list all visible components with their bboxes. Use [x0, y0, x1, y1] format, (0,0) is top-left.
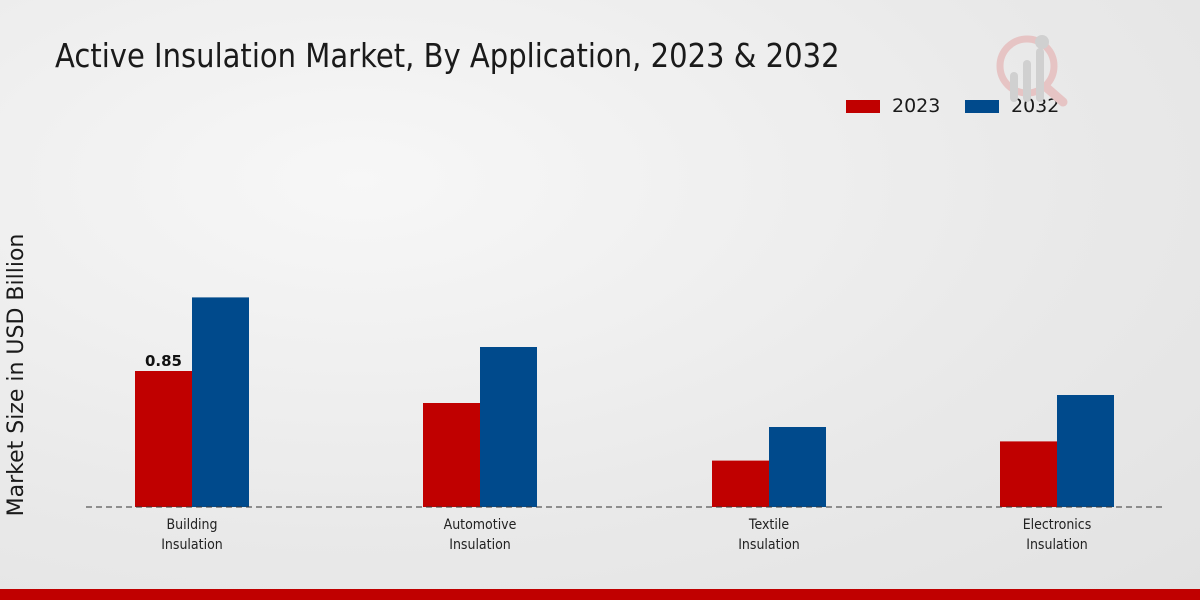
x-tick-label: Insulation [449, 537, 511, 553]
x-tick-label: Textile [748, 517, 789, 533]
legend-item-2032: 2032 [965, 95, 1059, 117]
bar-2032-2 [769, 427, 826, 507]
x-tick-label: Insulation [161, 537, 223, 553]
bar-2032-3 [1057, 395, 1114, 507]
bar-2023-0 [135, 371, 192, 507]
legend-label-2023: 2023 [892, 95, 941, 117]
x-tick-label: Automotive [444, 517, 517, 533]
chart-title: Active Insulation Market, By Application… [55, 36, 840, 75]
x-tick-label: Insulation [1026, 537, 1088, 553]
x-tick-label: Insulation [738, 537, 800, 553]
legend-swatch-2023 [846, 99, 880, 113]
legend-swatch-2032 [965, 99, 999, 113]
bar-2023-3 [1000, 441, 1057, 507]
data-label: 0.85 [145, 352, 182, 370]
legend-label-2032: 2032 [1011, 95, 1060, 117]
x-tick-label: Electronics [1023, 517, 1092, 533]
footer-bar [0, 589, 1200, 600]
bar-2032-1 [480, 347, 537, 507]
bar-2023-2 [712, 460, 769, 507]
legend-item-2023: 2023 [846, 95, 940, 117]
x-tick-label: Building [166, 517, 217, 533]
bar-2032-0 [192, 297, 249, 507]
bar-2023-1 [423, 403, 480, 507]
